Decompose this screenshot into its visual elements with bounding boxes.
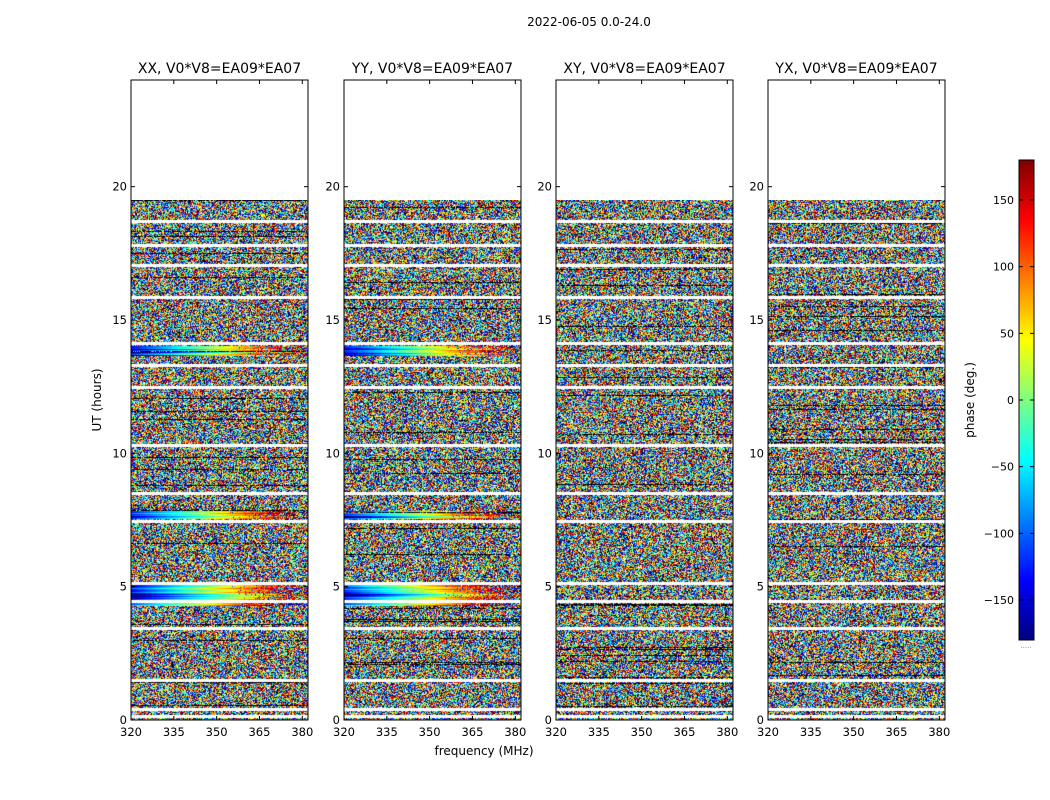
colorbar: 150 100 50 0 −50 −100 −150 (984, 159, 1035, 641)
panel-frame (130, 79, 309, 721)
figure-title: 2022-06-05 0.0-24.0 (527, 15, 651, 29)
x-tick-label: 350 (843, 725, 865, 739)
y-tick-label: 0 (757, 713, 764, 727)
y-tick-label: 5 (545, 580, 552, 594)
phase-heatmap (768, 200, 945, 720)
colorbar-label: phase (deg.) (963, 362, 977, 438)
panels: XX, V0*V8=EA09*EA07 320 335 350 365 380 0 5 10 15… (112, 61, 950, 739)
y-tick-label: 15 (112, 313, 127, 327)
x-tick-label: 380 (928, 725, 950, 739)
x-tick-label: 335 (800, 725, 822, 739)
colorbar-tick-label: −100 (984, 527, 1014, 540)
phase-heatmap (344, 200, 521, 720)
panel-frame (343, 79, 522, 721)
x-tick-label: 335 (163, 725, 185, 739)
y-tick-label: 5 (757, 580, 764, 594)
panel-frame (767, 79, 946, 721)
x-tick-label: 350 (419, 725, 441, 739)
x-tick-label: 320 (120, 725, 142, 739)
x-tick-label: 365 (248, 725, 270, 739)
y-tick-label: 5 (120, 580, 127, 594)
y-tick-label: 0 (545, 713, 552, 727)
x-tick-label: 380 (716, 725, 738, 739)
y-tick-label: 5 (333, 580, 340, 594)
colorbar-tick-label: 50 (1000, 327, 1014, 340)
y-tick-label: 20 (537, 180, 552, 194)
colorbar-tick-label: 150 (993, 194, 1014, 207)
x-tick-label: 320 (545, 725, 567, 739)
y-axis-label: UT (hours) (90, 368, 104, 431)
panel-frame (555, 79, 734, 721)
y-tick-label: 20 (749, 180, 764, 194)
y-tick-label: 15 (749, 313, 764, 327)
x-tick-label: 350 (631, 725, 653, 739)
x-tick-label: 380 (504, 725, 526, 739)
colorbar-tick-label: 0 (1007, 394, 1014, 407)
x-axis-label: frequency (MHz) (434, 744, 533, 758)
panel-title: YY, V0*V8=EA09*EA07 (351, 61, 513, 77)
colorbar-footnote: ..... (1020, 642, 1031, 650)
y-tick-label: 10 (112, 446, 127, 460)
phase-heatmap (556, 200, 733, 720)
y-tick-label: 15 (537, 313, 552, 327)
colorbar-tick-label: −150 (984, 594, 1014, 607)
x-tick-label: 365 (461, 725, 483, 739)
y-tick-label: 10 (749, 446, 764, 460)
colorbar-tick-label: 100 (993, 261, 1014, 274)
x-tick-label: 365 (673, 725, 695, 739)
y-tick-label: 10 (537, 446, 552, 460)
panel-title: XX, V0*V8=EA09*EA07 (138, 61, 301, 77)
panel-2: YY, V0*V8=EA09*EA07 320 335 350 365 380 0 5 10 15… (325, 61, 526, 739)
y-tick-label: 20 (112, 180, 127, 194)
x-tick-label: 335 (588, 725, 610, 739)
x-tick-label: 320 (757, 725, 779, 739)
phase-heatmap (131, 200, 308, 720)
y-tick-label: 15 (325, 313, 340, 327)
x-tick-label: 380 (291, 725, 313, 739)
panel-3: XY, V0*V8=EA09*EA07 320 335 350 365 380 0 5 10 15… (537, 61, 738, 739)
x-tick-label: 350 (206, 725, 228, 739)
colorbar-tick-label: −50 (991, 461, 1014, 474)
panel-title: YX, V0*V8=EA09*EA07 (774, 61, 937, 77)
panel-title: XY, V0*V8=EA09*EA07 (563, 61, 725, 77)
y-tick-label: 20 (325, 180, 340, 194)
panel-4: YX, V0*V8=EA09*EA07 320 335 350 365 380 0 5 10 15… (749, 61, 950, 739)
y-tick-label: 0 (120, 713, 127, 727)
x-tick-label: 365 (885, 725, 907, 739)
y-tick-label: 0 (333, 713, 340, 727)
x-tick-label: 335 (376, 725, 398, 739)
panel-1: XX, V0*V8=EA09*EA07 320 335 350 365 380 0 5 10 15… (112, 61, 313, 739)
y-tick-label: 10 (325, 446, 340, 460)
x-tick-label: 320 (333, 725, 355, 739)
